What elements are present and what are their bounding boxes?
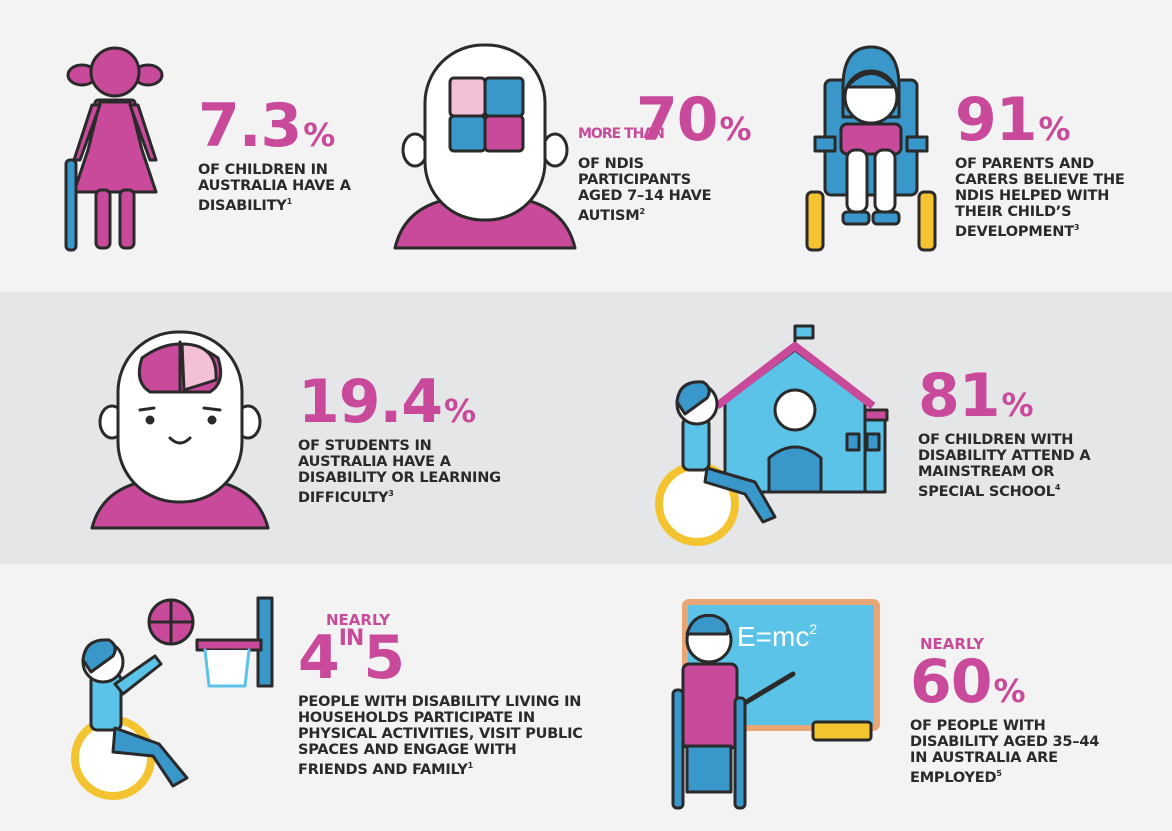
- stat-description: OF STUDENTS IN AUSTRALIA HAVE A DISABILI…: [298, 438, 501, 506]
- girl-wheelchair-icon: [805, 45, 937, 252]
- basketball-wheelchair-icon: [71, 596, 274, 800]
- stat-card-4: 19.4% OF STUDENTS IN AUSTRALIA HAVE A DI…: [298, 372, 538, 506]
- stat-prefix: NEARLY: [920, 635, 985, 653]
- stat-value: 91%: [955, 85, 1071, 155]
- stat-value: 81%: [918, 361, 1034, 431]
- stat-prefix: NEARLY: [326, 611, 391, 629]
- row-1-background: [0, 0, 1172, 292]
- school-wheelchair-icon: [655, 324, 889, 546]
- stat-value: 4IN5: [298, 623, 405, 693]
- stat-description: OF CHILDREN IN AUSTRALIA HAVE A DISABILI…: [198, 162, 351, 214]
- stat-value: 19.4%: [298, 367, 476, 437]
- head-brain-icon: [90, 330, 270, 530]
- girl-with-cane-icon: [64, 46, 164, 252]
- stat-description: OF NDIS PARTICIPANTS AGED 7–14 HAVE AUTI…: [578, 156, 712, 224]
- stat-description: OF CHILDREN WITH DISABILITY ATTEND A MAI…: [918, 432, 1091, 500]
- stat-card-6: NEARLY 4IN5 PEOPLE WITH DISABILITY LIVIN…: [298, 612, 598, 778]
- stat-value: MORE THAN70%: [578, 85, 752, 155]
- stat-card-5: 81% OF CHILDREN WITH DISABILITY ATTEND A…: [918, 366, 1133, 500]
- board-formula: E=mc2: [737, 621, 817, 652]
- stat-card-3: 91% OF PARENTS AND CARERS BELIEVE THE ND…: [955, 90, 1165, 240]
- stat-description: OF PARENTS AND CARERS BELIEVE THE NDIS H…: [955, 156, 1125, 240]
- stat-value: 7.3%: [198, 91, 335, 161]
- stat-card-2: MORE THAN70% OF NDIS PARTICIPANTS AGED 7…: [578, 90, 778, 224]
- stat-card-7: NEARLY 60% OF PEOPLE WITH DISABILITY AGE…: [910, 636, 1150, 786]
- stat-description: OF PEOPLE WITH DISABILITY AGED 35–44 IN …: [910, 718, 1100, 786]
- stat-description: PEOPLE WITH DISABILITY LIVING IN HOUSEHO…: [298, 694, 583, 778]
- stat-card-1: 7.3% OF CHILDREN IN AUSTRALIA HAVE A DIS…: [198, 96, 398, 214]
- teacher-crutches-icon: E=mc2: [671, 599, 880, 810]
- row-3-background: [0, 564, 1172, 831]
- stat-value: 60%: [910, 647, 1026, 717]
- head-puzzle-icon: [393, 43, 577, 250]
